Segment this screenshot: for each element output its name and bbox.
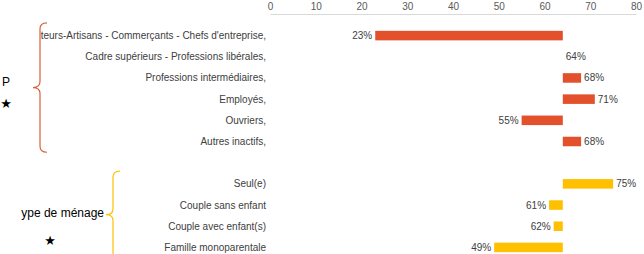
- category-label: Professions intermédiaires,: [145, 72, 266, 83]
- category-label: Couple sans enfant: [180, 200, 266, 211]
- tick: 10: [311, 1, 323, 14]
- tick: 20: [356, 1, 368, 14]
- tick: 70: [585, 1, 597, 14]
- bar: [563, 179, 613, 189]
- bar: [562, 52, 563, 62]
- bar: [563, 73, 581, 83]
- tick-label: 20: [356, 1, 368, 12]
- bar: [494, 243, 563, 253]
- category-label: Famille monoparentale: [164, 242, 266, 253]
- group-symbol: ★: [44, 233, 56, 248]
- x-axis: 0 10 20 30 40 50 60 70 80: [268, 1, 643, 15]
- category-label: Employés,: [219, 94, 266, 105]
- tick: 80: [631, 1, 643, 14]
- tick: 50: [494, 1, 506, 14]
- tick-label: 50: [494, 1, 506, 12]
- category-label: Couple avec enfant(s): [168, 221, 266, 232]
- tick: 40: [448, 1, 460, 14]
- tick-label: 60: [539, 1, 551, 12]
- bar: [563, 137, 581, 147]
- data-label: 71%: [598, 94, 618, 105]
- tick: 60: [539, 1, 551, 14]
- data-label: 23%: [352, 30, 372, 41]
- group-label: ype de ménage: [21, 206, 104, 220]
- category-label: Cadre supérieurs - Professions libérales…: [85, 51, 266, 62]
- bar: [522, 116, 563, 126]
- bar: [554, 221, 563, 231]
- tick-label: 0: [268, 1, 274, 12]
- bars: [375, 31, 613, 252]
- category-label: Autres inactifs,: [200, 136, 266, 147]
- data-label: 55%: [499, 115, 519, 126]
- tick-label: 30: [402, 1, 414, 12]
- group-symbol: ★: [0, 96, 12, 111]
- tick-label: 70: [585, 1, 597, 12]
- bar: [563, 94, 595, 104]
- data-label: 68%: [584, 136, 604, 147]
- data-label: 62%: [531, 221, 551, 232]
- tick-label: 10: [311, 1, 323, 12]
- groups: P ★ ype de ménage ★: [0, 23, 120, 254]
- group-label: P: [2, 75, 10, 89]
- group-brace: [106, 171, 120, 254]
- chart: 0 10 20 30 40 50 60 70 80 teurs-Artisans - Commer…: [0, 0, 644, 254]
- data-label: 75%: [616, 178, 636, 189]
- bar: [375, 31, 563, 41]
- data-label: 64%: [566, 51, 586, 62]
- tick-label: 40: [448, 1, 460, 12]
- category-label: Seul(e): [234, 178, 266, 189]
- data-label: 68%: [584, 72, 604, 83]
- tick-label: 80: [631, 1, 643, 12]
- category-label: teurs-Artisans - Commerçants - Chefs d'e…: [41, 30, 266, 41]
- tick: 30: [402, 1, 414, 14]
- data-labels: 23% 64% 68% 71% 55% 68% 75% 61% 62% 49%: [352, 30, 636, 253]
- data-label: 61%: [526, 200, 546, 211]
- category-label: Ouvriers,: [225, 115, 266, 126]
- axis-line: [271, 14, 637, 15]
- data-label: 49%: [471, 242, 491, 253]
- group-brace: [33, 23, 47, 152]
- tick: 0: [268, 1, 274, 14]
- bar: [549, 200, 563, 210]
